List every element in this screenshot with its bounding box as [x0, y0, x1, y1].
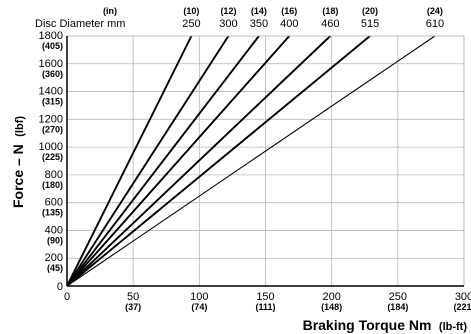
y-tick-label: 1000	[39, 141, 63, 153]
axes	[66, 35, 465, 287]
disc-mm-label: 460	[321, 18, 339, 30]
y-axis-title: Force – N (lbf)	[10, 116, 27, 208]
series-line	[66, 35, 371, 287]
y-tick-label: 200	[45, 252, 63, 264]
disc-in-label: (20)	[362, 6, 378, 16]
grid-lines	[67, 35, 465, 286]
disc-in-label: (18)	[322, 6, 338, 16]
y-tick-sublabel: (180)	[42, 180, 63, 190]
x-tick-label: 50	[127, 291, 139, 303]
x-tick-sublabel: (37)	[125, 302, 141, 312]
y-tick-label: 600	[45, 197, 63, 209]
y-tick-label: 1600	[39, 58, 63, 70]
disc-header-in: (in)	[103, 6, 117, 16]
y-tick-label: 400	[45, 224, 63, 236]
x-tick-label: 300	[455, 291, 471, 303]
y-tick-sublabel: (90)	[47, 235, 63, 245]
series-line	[66, 35, 260, 287]
x-tick-sublabel: (184)	[387, 302, 408, 312]
x-tick-sublabel: (148)	[321, 302, 342, 312]
y-tick-sublabel: (405)	[42, 41, 63, 51]
y-tick-sublabel: (45)	[47, 263, 63, 273]
y-tick-sublabel: (135)	[42, 208, 63, 218]
series-line	[66, 35, 331, 287]
y-tick-labels: 0 200(45) 400(90) 600(135) 800(180) 1000(225)…	[39, 30, 63, 293]
disc-in-label: (10)	[183, 6, 199, 16]
disc-mm-label: 400	[280, 18, 298, 30]
y-tick-label: 1400	[39, 86, 63, 98]
x-tick-label: 100	[190, 291, 208, 303]
y-tick-label: 1200	[39, 113, 63, 125]
x-tick-sublabel: (74)	[191, 302, 207, 312]
y-tick-sublabel: (270)	[42, 124, 63, 134]
y-tick-label: 1800	[39, 30, 63, 42]
disc-in-label: (14)	[251, 6, 267, 16]
series-line	[66, 35, 193, 287]
y-tick-sublabel: (360)	[42, 69, 63, 79]
disc-diameter-labels: (10) 250 (12) 300 (14) 350 (16) 400 (18) 460 (20) 5…	[182, 6, 444, 30]
x-tick-labels: 0 50(37) 100(74) 150(111) 200(148) 250(184) 30…	[64, 291, 471, 312]
y-tick-sublabel: (315)	[42, 97, 63, 107]
series-line	[66, 35, 291, 287]
disc-in-label: (12)	[220, 6, 236, 16]
x-tick-label: 200	[322, 291, 340, 303]
series-line	[66, 35, 230, 287]
x-tick-sublabel: (111)	[255, 302, 275, 312]
x-axis-title-unit: (lb-ft)	[439, 321, 467, 333]
x-axis-title: Braking Torque Nm (lb-ft)	[303, 317, 468, 334]
y-axis-title-main: Force – N	[10, 144, 26, 208]
series-lines	[66, 35, 436, 287]
disc-header-mm: Disc Diameter mm	[35, 18, 125, 30]
disc-mm-label: 610	[426, 18, 444, 30]
x-tick-sublabel: (221)	[453, 302, 471, 312]
x-tick-label: 250	[389, 291, 407, 303]
disc-in-label: (24)	[427, 6, 443, 16]
y-tick-sublabel: (225)	[42, 152, 63, 162]
y-tick-label: 0	[57, 281, 63, 293]
disc-mm-label: 515	[361, 18, 379, 30]
y-axis-title-unit: (lbf)	[14, 116, 26, 137]
series-line	[66, 35, 436, 287]
y-tick-label: 800	[45, 169, 63, 181]
disc-in-label: (16)	[281, 6, 297, 16]
disc-mm-label: 300	[219, 18, 237, 30]
x-axis-title-main: Braking Torque Nm	[303, 317, 432, 333]
disc-mm-label: 250	[182, 18, 200, 30]
x-tick-label: 150	[256, 291, 274, 303]
disc-mm-label: 350	[250, 18, 268, 30]
x-tick-label: 0	[64, 291, 70, 303]
